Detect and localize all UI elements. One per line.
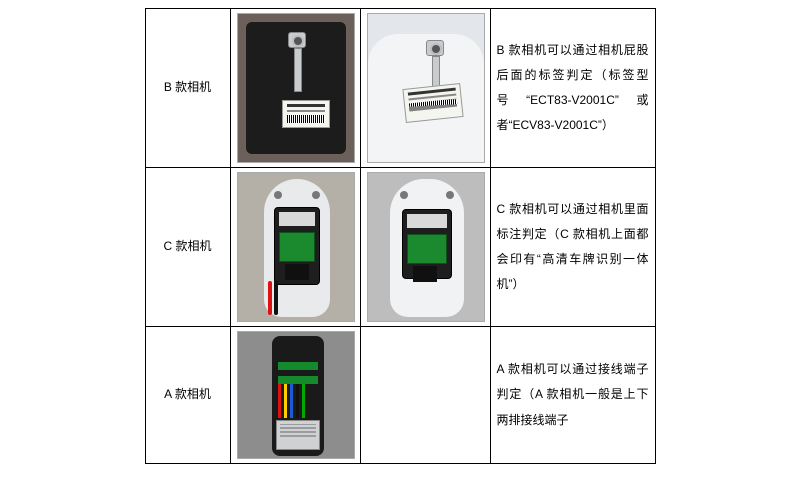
description-cell: A 款相机可以通过接线端子判定（A 款相机一般是上下两排接线端子 — [490, 327, 655, 464]
camera-b-back-dark-photo — [237, 13, 355, 163]
camera-a-terminals-photo — [237, 331, 355, 459]
camera-c-open-photo-2 — [367, 172, 485, 322]
description-text: C 款相机可以通过相机里面标注判定（C 款相机上面都会印有“高清车牌识别一体机”… — [497, 202, 649, 292]
description-text: B 款相机可以通过相机屁股后面的标签判定（标签型号“ECT83-V2001C”或… — [497, 43, 649, 133]
description-text: A 款相机可以通过接线端子判定（A 款相机一般是上下两排接线端子 — [497, 362, 649, 426]
model-label: C 款相机 — [163, 239, 211, 253]
description-cell: C 款相机可以通过相机里面标注判定（C 款相机上面都会印有“高清车牌识别一体机”… — [490, 168, 655, 327]
model-label: A 款相机 — [164, 387, 211, 401]
table-row: B 款相机 B 款相机可以通过相机屁股后面的标签判定（标签型号“ECT83-V2… — [145, 9, 655, 168]
model-label-cell: A 款相机 — [145, 327, 230, 464]
photo-cell-2 — [360, 9, 490, 168]
model-label-cell: C 款相机 — [145, 168, 230, 327]
photo-cell-1 — [230, 327, 360, 464]
table-row: A 款相机 A 款相机可以通过接线端子判定（A 款相机一般是上下两排接线端子 — [145, 327, 655, 464]
photo-cell-1 — [230, 168, 360, 327]
model-label: B 款相机 — [164, 80, 211, 94]
model-label-cell: B 款相机 — [145, 9, 230, 168]
photo-cell-2 — [360, 168, 490, 327]
description-cell: B 款相机可以通过相机屁股后面的标签判定（标签型号“ECT83-V2001C”或… — [490, 9, 655, 168]
photo-cell-1 — [230, 9, 360, 168]
camera-b-back-light-photo — [367, 13, 485, 163]
camera-identification-table: B 款相机 B 款相机可以通过相机屁股后面的标签判定（标签型号“ECT83-V2… — [145, 8, 656, 464]
table-row: C 款相机 C 款相机可以通过相机里面标注判定（C 款相机上面都会印有“高清车牌… — [145, 168, 655, 327]
camera-c-open-photo-1 — [237, 172, 355, 322]
photo-cell-empty — [360, 327, 490, 464]
